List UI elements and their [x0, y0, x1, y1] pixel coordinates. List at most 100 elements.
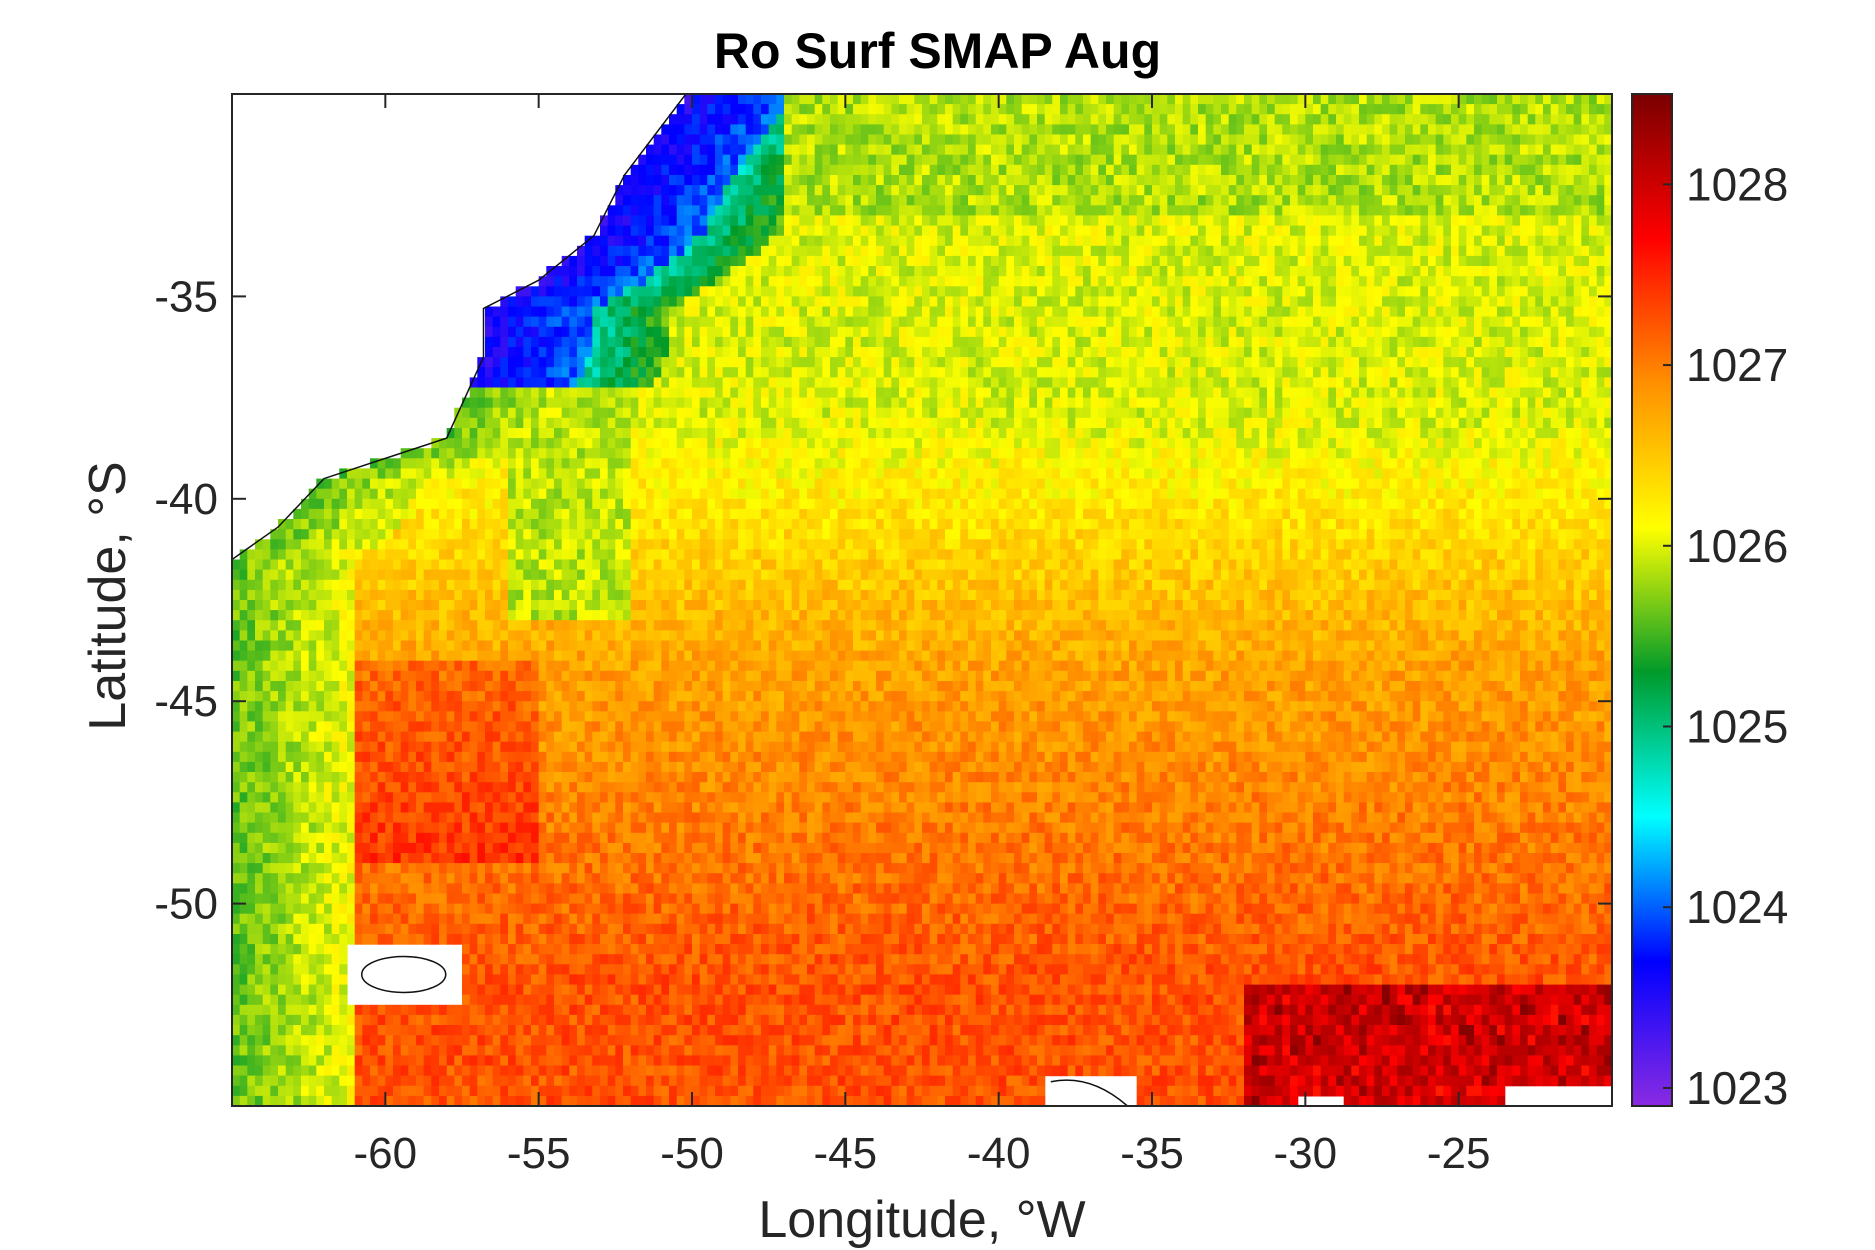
- heatmap-cell: [1489, 336, 1498, 348]
- heatmap-cell: [1589, 154, 1598, 166]
- heatmap-cell: [1412, 144, 1421, 156]
- heatmap-cell: [883, 124, 892, 136]
- heatmap-cell: [692, 175, 701, 186]
- heatmap-cell: [991, 428, 1000, 439]
- heatmap-cell: [883, 94, 892, 105]
- x-axis-label: Longitude, °W: [758, 1191, 1086, 1249]
- heatmap-cell: [676, 316, 685, 328]
- heatmap-cell: [776, 448, 785, 459]
- heatmap-cell: [860, 286, 869, 297]
- heatmap-cell: [1236, 114, 1245, 125]
- heatmap-cell: [1520, 276, 1529, 287]
- heatmap-cell: [1037, 367, 1046, 378]
- heatmap-cell: [1458, 438, 1467, 449]
- heatmap-cell: [1550, 114, 1559, 125]
- heatmap-cell: [1405, 154, 1414, 166]
- heatmap-cell: [1067, 306, 1076, 318]
- heatmap-cell: [1152, 175, 1161, 186]
- heatmap-cell: [485, 448, 494, 459]
- heatmap-cell: [1535, 407, 1544, 419]
- heatmap-cell: [1481, 114, 1490, 125]
- heatmap-cell: [1067, 215, 1076, 227]
- heatmap-cell: [868, 245, 877, 257]
- heatmap-cell: [1336, 94, 1345, 105]
- heatmap-cell: [1558, 245, 1567, 257]
- heatmap-cell: [745, 235, 754, 247]
- heatmap-cell: [630, 245, 639, 257]
- heatmap-cell: [623, 336, 632, 348]
- heatmap-cell: [730, 367, 739, 378]
- heatmap-cell: [1205, 114, 1214, 125]
- heatmap-cell: [1451, 387, 1460, 399]
- heatmap-cell: [1435, 367, 1444, 378]
- heatmap-cell: [1504, 94, 1513, 105]
- heatmap-cell: [1313, 377, 1322, 389]
- heatmap-cell: [998, 438, 1007, 449]
- heatmap-cell: [1052, 286, 1061, 297]
- heatmap-cell: [776, 306, 785, 318]
- heatmap-cell: [945, 215, 954, 227]
- heatmap-cell: [485, 306, 494, 318]
- heatmap-cell: [937, 114, 946, 125]
- heatmap-cell: [515, 326, 524, 338]
- heatmap-cell: [1566, 164, 1575, 176]
- heatmap-cell: [1021, 134, 1030, 146]
- heatmap-cell: [822, 164, 831, 176]
- heatmap-cell: [615, 336, 624, 348]
- heatmap-cell: [1014, 448, 1023, 459]
- heatmap-cell: [968, 185, 977, 196]
- heatmap-cell: [776, 266, 785, 277]
- heatmap-cell: [784, 367, 793, 378]
- heatmap-cell: [1504, 276, 1513, 287]
- heatmap-cell: [1251, 94, 1260, 105]
- heatmap-cell: [1504, 175, 1513, 186]
- heatmap-cell: [1489, 195, 1498, 206]
- heatmap-cell: [814, 296, 823, 308]
- heatmap-cell: [1167, 367, 1176, 378]
- heatmap-cell: [676, 144, 685, 156]
- heatmap-cell: [1167, 134, 1176, 146]
- heatmap-cell: [1006, 195, 1015, 206]
- heatmap-cell: [1305, 255, 1314, 267]
- heatmap-cell: [1596, 326, 1605, 338]
- heatmap-cell: [1075, 347, 1084, 358]
- heatmap-cell: [784, 387, 793, 399]
- heatmap-cell: [1581, 225, 1590, 237]
- heatmap-cell: [1550, 286, 1559, 297]
- heatmap-cell: [1121, 255, 1130, 267]
- heatmap-cell: [1366, 316, 1375, 328]
- heatmap-cell: [876, 357, 885, 368]
- heatmap-cell: [669, 205, 678, 216]
- heatmap-cell: [1374, 357, 1383, 368]
- heatmap-cell: [584, 407, 593, 419]
- heatmap-cell: [1205, 326, 1214, 338]
- heatmap-cell: [523, 387, 532, 399]
- heatmap-cell: [1221, 407, 1230, 419]
- heatmap-cell: [615, 417, 624, 429]
- heatmap-cell: [868, 225, 877, 237]
- heatmap-cell: [868, 286, 877, 297]
- heatmap-cell: [952, 306, 961, 318]
- heatmap-cell: [1412, 347, 1421, 358]
- heatmap-cell: [1129, 367, 1138, 378]
- heatmap-cell: [1044, 276, 1053, 287]
- heatmap-cell: [1236, 367, 1245, 378]
- heatmap-cell: [1428, 377, 1437, 389]
- heatmap-cell: [1581, 164, 1590, 176]
- heatmap-cell: [1182, 377, 1191, 389]
- heatmap-cell: [1374, 397, 1383, 409]
- heatmap-cell: [1504, 104, 1513, 115]
- heatmap-cell: [1228, 326, 1237, 338]
- heatmap-cell: [1274, 255, 1283, 267]
- heatmap-cell: [876, 397, 885, 409]
- heatmap-cell: [753, 195, 762, 206]
- heatmap-cell: [676, 377, 685, 389]
- heatmap-cell: [1366, 448, 1375, 459]
- heatmap-cell: [876, 195, 885, 206]
- heatmap-cell: [906, 357, 915, 368]
- heatmap-cell: [784, 114, 793, 125]
- heatmap-cell: [707, 326, 716, 338]
- heatmap-cell: [883, 205, 892, 216]
- heatmap-cell: [1251, 286, 1260, 297]
- heatmap-cell: [983, 175, 992, 186]
